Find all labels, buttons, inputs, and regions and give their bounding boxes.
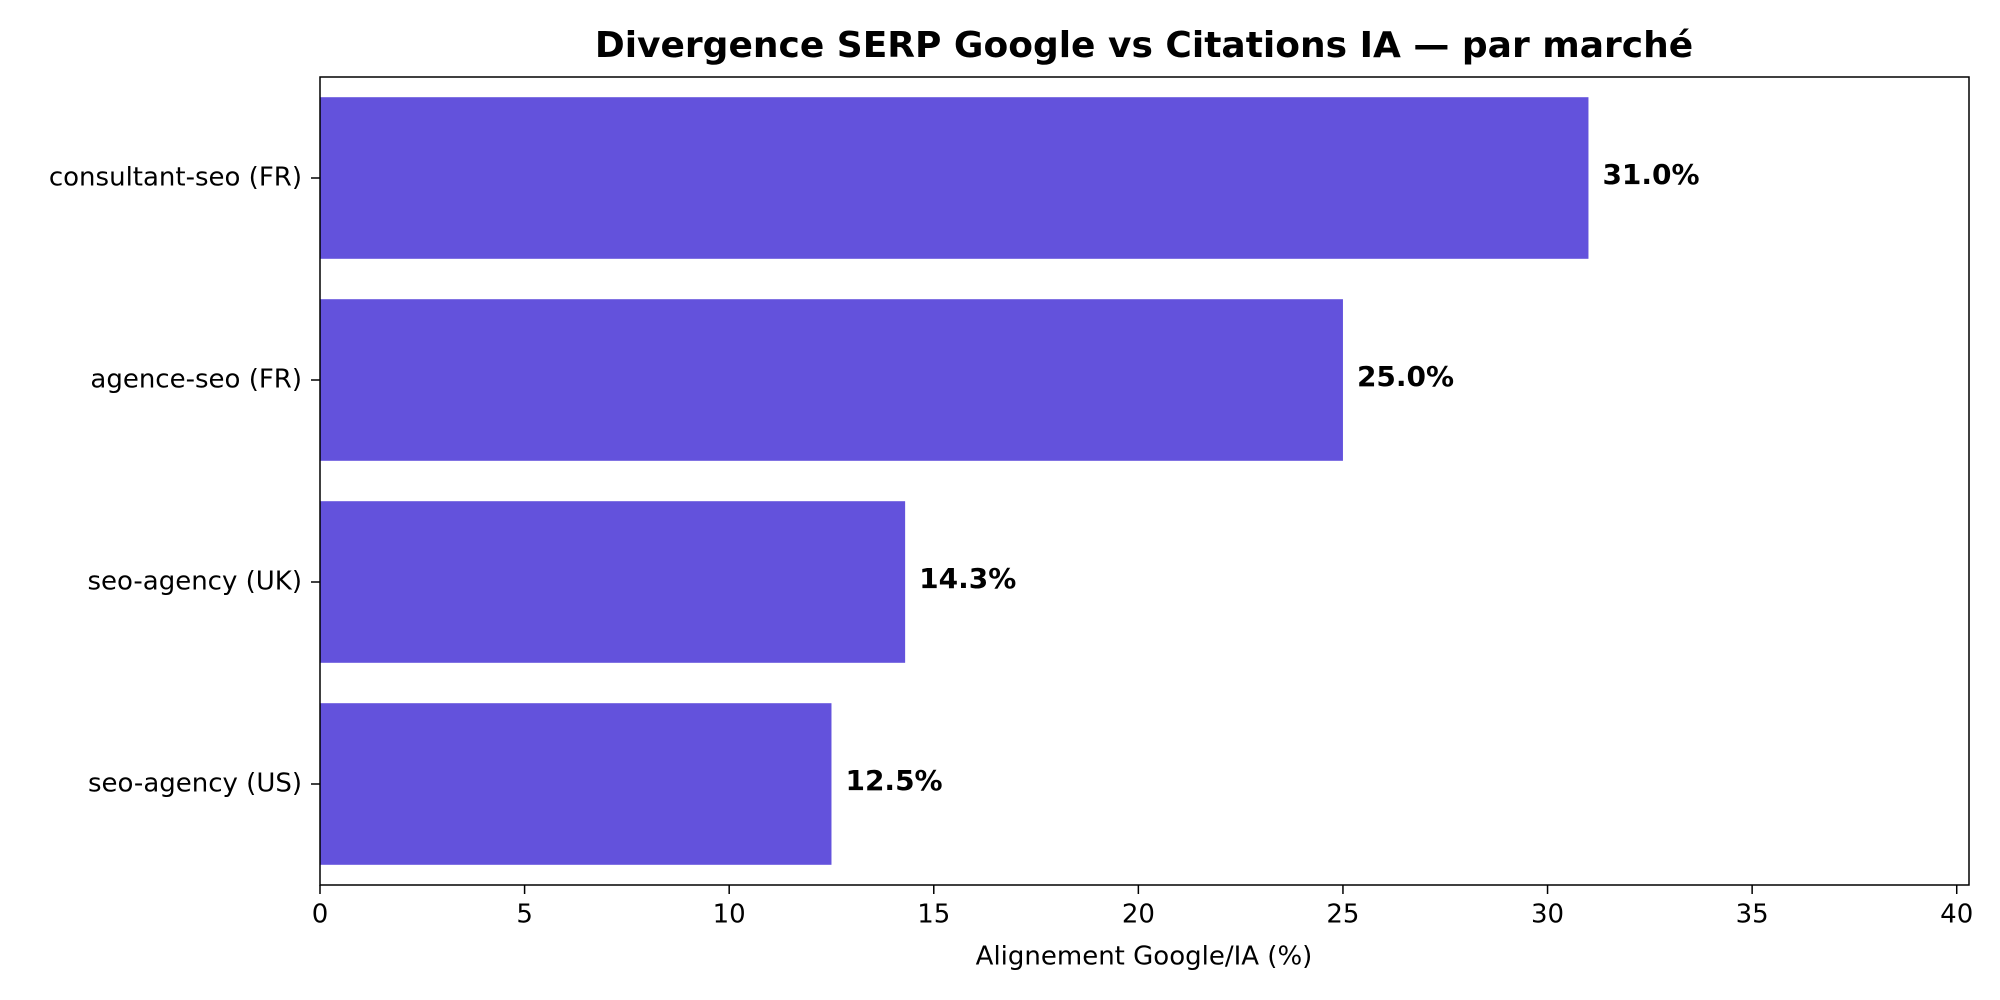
y-tick-label: agence-seo (FR) xyxy=(90,365,302,395)
x-tick-label: 0 xyxy=(312,900,329,930)
x-tick-label: 20 xyxy=(1122,900,1155,930)
chart-title: Divergence SERP Google vs Citations IA —… xyxy=(595,25,1693,66)
y-tick-label: seo-agency (US) xyxy=(88,769,302,799)
plot-frame xyxy=(319,76,1970,886)
x-tick-label: 30 xyxy=(1531,900,1564,930)
x-tick-label: 15 xyxy=(917,900,950,930)
bar xyxy=(320,501,906,663)
x-tick-label: 5 xyxy=(516,900,533,930)
x-tick-label: 10 xyxy=(713,900,746,930)
bar xyxy=(320,299,1343,461)
x-tick-label: 35 xyxy=(1736,900,1769,930)
value-label: 25.0% xyxy=(1357,360,1454,393)
x-tick-label: 25 xyxy=(1326,900,1359,930)
bar xyxy=(320,703,832,865)
x-axis-label: Alignement Google/IA (%) xyxy=(976,942,1313,972)
bar xyxy=(320,97,1589,259)
y-tick-label: consultant-seo (FR) xyxy=(49,163,302,193)
value-label: 31.0% xyxy=(1602,158,1699,191)
value-label: 14.3% xyxy=(919,562,1016,595)
x-tick-label: 40 xyxy=(1940,900,1973,930)
y-tick-label: seo-agency (UK) xyxy=(87,567,302,597)
value-label: 12.5% xyxy=(845,764,942,797)
